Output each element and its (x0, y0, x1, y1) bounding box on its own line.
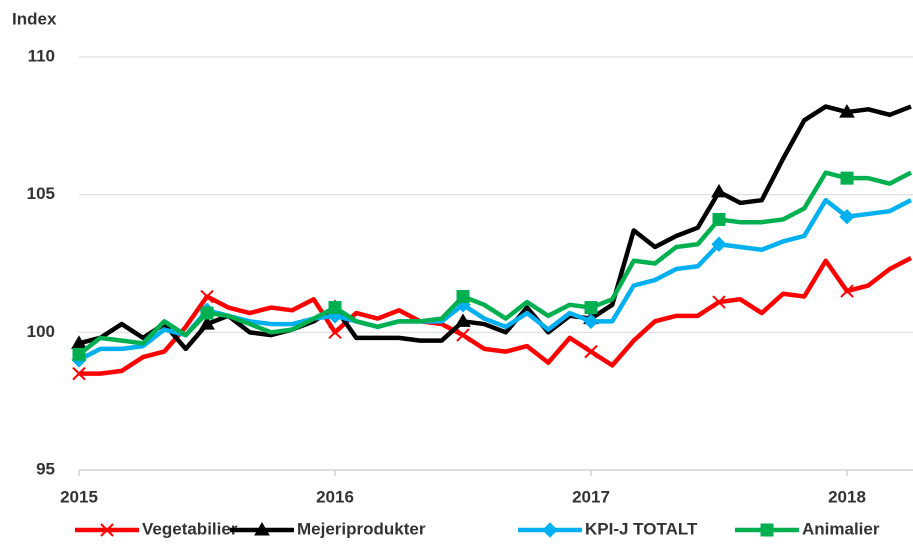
y-tick-label: 95 (36, 459, 55, 478)
marker (199, 316, 215, 330)
series-line (77, 197, 913, 362)
legend-label: Vegetabilier (142, 519, 238, 538)
marker (584, 301, 598, 315)
marker (200, 289, 214, 304)
legend-label: Mejeriprodukter (297, 519, 426, 538)
legend-marker (542, 522, 558, 538)
series-line (79, 255, 913, 376)
marker (72, 347, 86, 361)
marker (456, 328, 470, 342)
marker (840, 284, 854, 298)
marker (456, 290, 470, 304)
marker (839, 104, 855, 118)
marker (839, 208, 855, 225)
marker (840, 171, 854, 185)
x-tick-label: 2018 (828, 487, 866, 506)
series-line (78, 104, 912, 352)
marker (72, 366, 86, 381)
marker (328, 325, 342, 340)
legend-label: Animalier (802, 519, 880, 538)
y-tick-label: 100 (27, 322, 55, 341)
y-tick-label: 110 (28, 46, 55, 65)
marker (584, 344, 598, 359)
marker (328, 301, 342, 315)
x-tick-label: 2016 (316, 487, 354, 506)
marker (712, 212, 726, 226)
marker (200, 306, 214, 320)
legend-label: KPI-J TOTALT (585, 519, 698, 538)
legend-marker (254, 522, 270, 536)
y-axis-label: Index (12, 9, 57, 28)
marker (711, 236, 727, 252)
marker (712, 295, 726, 309)
series-line (77, 170, 913, 357)
x-tick-label: 2017 (572, 487, 610, 506)
legend-marker (100, 523, 114, 537)
legend-marker (760, 523, 774, 537)
marker (455, 313, 471, 327)
y-tick-label: 105 (27, 184, 55, 203)
x-tick-label: 2015 (60, 487, 98, 506)
marker (583, 313, 599, 330)
marker (711, 183, 727, 198)
